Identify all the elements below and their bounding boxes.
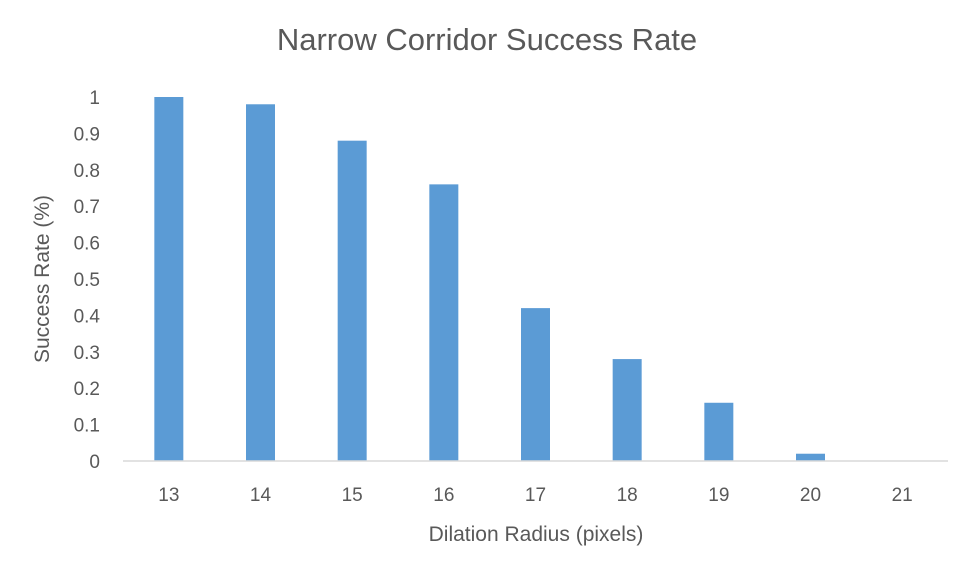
bar-14 bbox=[246, 104, 275, 461]
x-tick-label: 13 bbox=[158, 485, 179, 506]
bar-series bbox=[154, 97, 825, 462]
y-tick-label: 0.4 bbox=[74, 306, 101, 327]
y-tick-label: 1 bbox=[89, 88, 100, 109]
y-tick-label: 0.7 bbox=[74, 197, 100, 218]
bar-19 bbox=[704, 402, 734, 461]
x-tick-label: 14 bbox=[250, 485, 272, 506]
chart-title: Narrow Corridor Success Rate bbox=[277, 22, 697, 57]
bar-17 bbox=[521, 308, 550, 461]
y-axis-label: Success Rate (%) bbox=[31, 195, 54, 363]
y-tick-label: 0.9 bbox=[74, 124, 100, 145]
y-tick-label: 0.2 bbox=[74, 379, 100, 400]
y-tick-label: 0.6 bbox=[74, 234, 100, 255]
y-tick-label: 0.5 bbox=[74, 270, 100, 291]
y-axis-ticks: 0 0.1 0.2 0.3 0.4 0.5 0.6 0.7 0.8 0.9 1 bbox=[74, 88, 101, 473]
y-tick-label: 0.3 bbox=[74, 343, 100, 364]
x-tick-label: 18 bbox=[617, 485, 638, 506]
x-tick-label: 16 bbox=[433, 485, 454, 506]
x-tick-label: 17 bbox=[525, 485, 546, 506]
x-tick-label: 15 bbox=[342, 485, 363, 506]
y-tick-label: 0.8 bbox=[74, 161, 100, 182]
y-tick-label: 0 bbox=[89, 452, 100, 473]
y-tick-label: 0.1 bbox=[74, 416, 100, 437]
x-tick-label: 20 bbox=[800, 485, 821, 506]
x-axis-label: Dilation Radius (pixels) bbox=[429, 523, 644, 546]
bar-15 bbox=[337, 140, 367, 461]
x-axis-ticks: 13 14 15 16 17 18 19 20 21 bbox=[158, 485, 912, 506]
bar-18 bbox=[612, 359, 642, 461]
bar-20 bbox=[796, 453, 825, 461]
bar-13 bbox=[154, 97, 184, 461]
bar-16 bbox=[429, 184, 459, 462]
x-tick-label: 21 bbox=[892, 485, 913, 506]
x-tick-label: 19 bbox=[708, 485, 729, 506]
